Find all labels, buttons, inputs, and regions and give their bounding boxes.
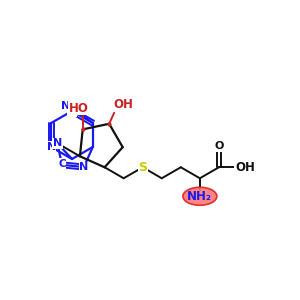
- Text: OH: OH: [113, 98, 133, 111]
- Ellipse shape: [183, 187, 217, 205]
- Text: HO: HO: [69, 102, 89, 115]
- Text: S: S: [138, 161, 147, 174]
- Text: N: N: [53, 138, 62, 148]
- Text: C: C: [58, 159, 66, 169]
- Text: NH₂: NH₂: [61, 101, 85, 111]
- Text: OH: OH: [235, 161, 255, 174]
- Text: NH₂: NH₂: [188, 190, 212, 203]
- Text: N: N: [68, 106, 76, 116]
- Text: O: O: [214, 141, 224, 151]
- Text: N: N: [79, 162, 88, 172]
- Text: N: N: [46, 142, 56, 152]
